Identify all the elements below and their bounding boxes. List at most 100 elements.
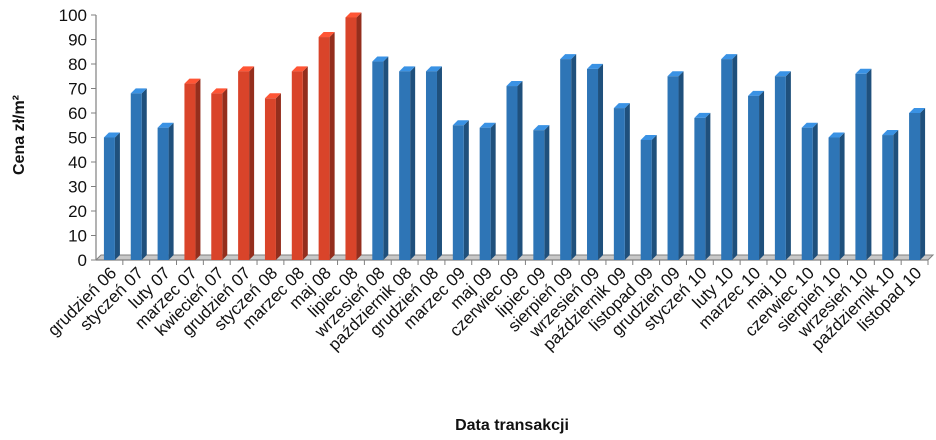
bar-side: [141, 88, 147, 261]
bar-front: [774, 76, 786, 260]
bar-top: [399, 66, 416, 72]
bar-front: [801, 127, 813, 260]
bar: [640, 134, 657, 260]
bar-front: [640, 139, 652, 260]
bar-front: [211, 93, 223, 261]
bar-side: [329, 32, 335, 260]
bar-side: [222, 88, 228, 261]
bar: [130, 88, 147, 261]
bar-top: [211, 88, 228, 94]
bar: [345, 12, 362, 261]
bar-top: [238, 66, 255, 72]
bar-top: [103, 132, 120, 138]
bar: [372, 56, 389, 260]
bar-top: [184, 78, 201, 84]
bar-side: [893, 130, 899, 260]
bar-top: [640, 134, 657, 140]
bar-front: [479, 127, 491, 260]
bar-side: [544, 125, 550, 261]
y-tick-label: 90: [68, 31, 87, 50]
bar: [157, 122, 174, 260]
bar-side: [866, 68, 872, 260]
bar-front: [694, 117, 706, 261]
bar-top: [506, 81, 523, 87]
bar: [855, 68, 872, 260]
y-tick-label: 70: [68, 80, 87, 99]
bar: [721, 54, 738, 260]
bar-top: [828, 132, 845, 138]
bar-top: [157, 122, 174, 128]
bar-top: [613, 103, 630, 109]
bar-side: [624, 103, 630, 260]
bar-front: [399, 71, 411, 260]
y-axis-label: Cena zł/m²: [11, 95, 28, 175]
bar-front: [130, 93, 142, 261]
bar: [425, 66, 442, 260]
bar-front: [560, 59, 572, 260]
bar-front: [613, 108, 625, 260]
bar: [399, 66, 416, 260]
bar: [560, 54, 577, 260]
y-tick-label: 40: [68, 153, 87, 172]
bar-side: [517, 81, 523, 260]
bar-front: [318, 37, 330, 260]
bar-top: [694, 112, 711, 118]
bar-top: [748, 90, 765, 96]
bar-front: [345, 17, 357, 261]
bar-top: [264, 93, 281, 99]
bar: [694, 112, 711, 261]
bar-top: [425, 66, 442, 72]
bar-side: [490, 122, 496, 260]
bar-side: [785, 71, 791, 260]
bar-side: [571, 54, 577, 260]
bar-top: [318, 32, 335, 38]
bar-top: [721, 54, 738, 60]
bar: [479, 122, 496, 260]
bar-side: [302, 66, 308, 260]
bar-front: [291, 71, 303, 260]
bar-side: [759, 90, 765, 260]
y-tick-label: 50: [68, 129, 87, 148]
bar-front: [828, 137, 840, 260]
bar-front: [238, 71, 250, 260]
bar-side: [168, 122, 174, 260]
bar: [264, 93, 281, 260]
bar-front: [264, 98, 276, 260]
bar: [452, 120, 469, 260]
bar-front: [506, 86, 518, 260]
bar-top: [855, 68, 872, 74]
y-tick-label: 10: [68, 227, 87, 246]
bar-side: [839, 132, 845, 260]
y-tick-label: 60: [68, 104, 87, 123]
bar-top: [667, 71, 684, 77]
bars-group: [103, 12, 926, 261]
x-axis-label: Data transakcji: [455, 417, 569, 434]
bar: [909, 108, 926, 260]
y-tick-label: 30: [68, 178, 87, 197]
bar-side: [732, 54, 738, 260]
bar: [506, 81, 523, 260]
bar-top: [452, 120, 469, 126]
bar-top: [560, 54, 577, 60]
bar-side: [249, 66, 255, 260]
bar-top: [291, 66, 308, 72]
bar-top: [479, 122, 496, 128]
bar-side: [114, 132, 120, 260]
bar-side: [678, 71, 684, 260]
bar: [238, 66, 255, 260]
bar-side: [275, 93, 281, 260]
bar: [748, 90, 765, 260]
bar-top: [774, 71, 791, 77]
bar: [587, 63, 604, 261]
y-tick-labels: 0 10 20 30 40 50 60 70 80 90 100: [59, 6, 87, 270]
bar-front: [452, 125, 464, 260]
y-tick-label: 0: [78, 251, 87, 270]
bar: [667, 71, 684, 260]
bar-front: [855, 73, 867, 260]
bar-top: [345, 12, 362, 18]
bar: [882, 130, 899, 260]
bar-front: [533, 130, 545, 260]
bar-top: [130, 88, 147, 94]
